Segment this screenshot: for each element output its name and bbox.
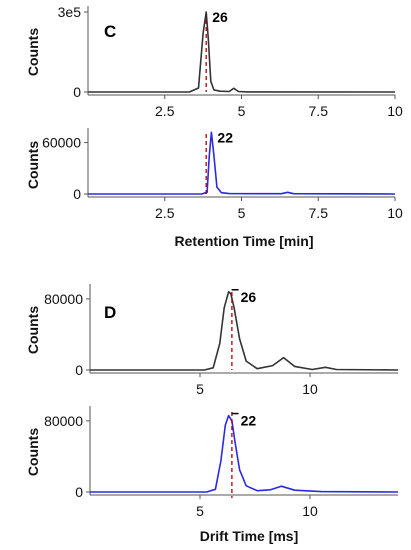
peak-label: 26	[212, 9, 228, 25]
y-tick-label: 60000	[42, 135, 81, 151]
y-axis-label: Counts	[25, 141, 41, 189]
x-axis-label-retention: Retention Time [min]	[175, 233, 314, 249]
data-series-line	[88, 11, 396, 93]
x-tick-label: 5	[238, 205, 246, 221]
x-tick-label: 10	[302, 381, 318, 397]
data-series-line	[90, 414, 399, 493]
x-tick-label: 5	[196, 503, 204, 519]
x-tick-label: 5	[196, 381, 204, 397]
y-tick-label: 0	[75, 362, 83, 378]
x-axis-label-drift: Drift Time [ms]	[200, 528, 299, 544]
x-tick-label: 10	[387, 103, 403, 119]
panel-d-top: 0 80000 5 10 Counts 26	[25, 284, 399, 397]
panel-d-bottom: 0 80000 5 10 Counts 22	[25, 406, 399, 519]
y-tick-label: 0	[73, 186, 81, 202]
data-series-line	[90, 290, 399, 371]
y-axis-label: Counts	[25, 28, 41, 76]
y-tick-label: 80000	[44, 413, 83, 429]
panel-c-bottom: 0 60000 2.5 5 7.5 10 Counts 22	[25, 128, 403, 221]
panel-c-top: 0 3e5 2.5 5 7.5 10 Counts 26	[25, 4, 403, 119]
x-tick-label: 10	[387, 205, 403, 221]
y-tick-label: 0	[75, 484, 83, 500]
x-tick-label: 5	[238, 103, 246, 119]
panel-letter-d: D	[104, 303, 116, 322]
x-tick-label: 2.5	[155, 103, 175, 119]
data-series-line	[88, 131, 396, 195]
y-axis-label: Counts	[25, 306, 41, 354]
peak-label: 22	[241, 413, 257, 429]
peak-label: 26	[241, 289, 257, 305]
panel-letter-c: C	[104, 22, 116, 41]
x-tick-label: 2.5	[155, 205, 175, 221]
x-tick-label: 7.5	[309, 205, 329, 221]
y-tick-label: 0	[73, 84, 81, 100]
x-tick-label: 7.5	[309, 103, 329, 119]
y-axis-label: Counts	[25, 428, 41, 476]
peak-label: 22	[217, 129, 233, 145]
y-tick-label: 80000	[44, 291, 83, 307]
x-tick-label: 10	[302, 503, 318, 519]
y-tick-label: 3e5	[58, 4, 82, 20]
